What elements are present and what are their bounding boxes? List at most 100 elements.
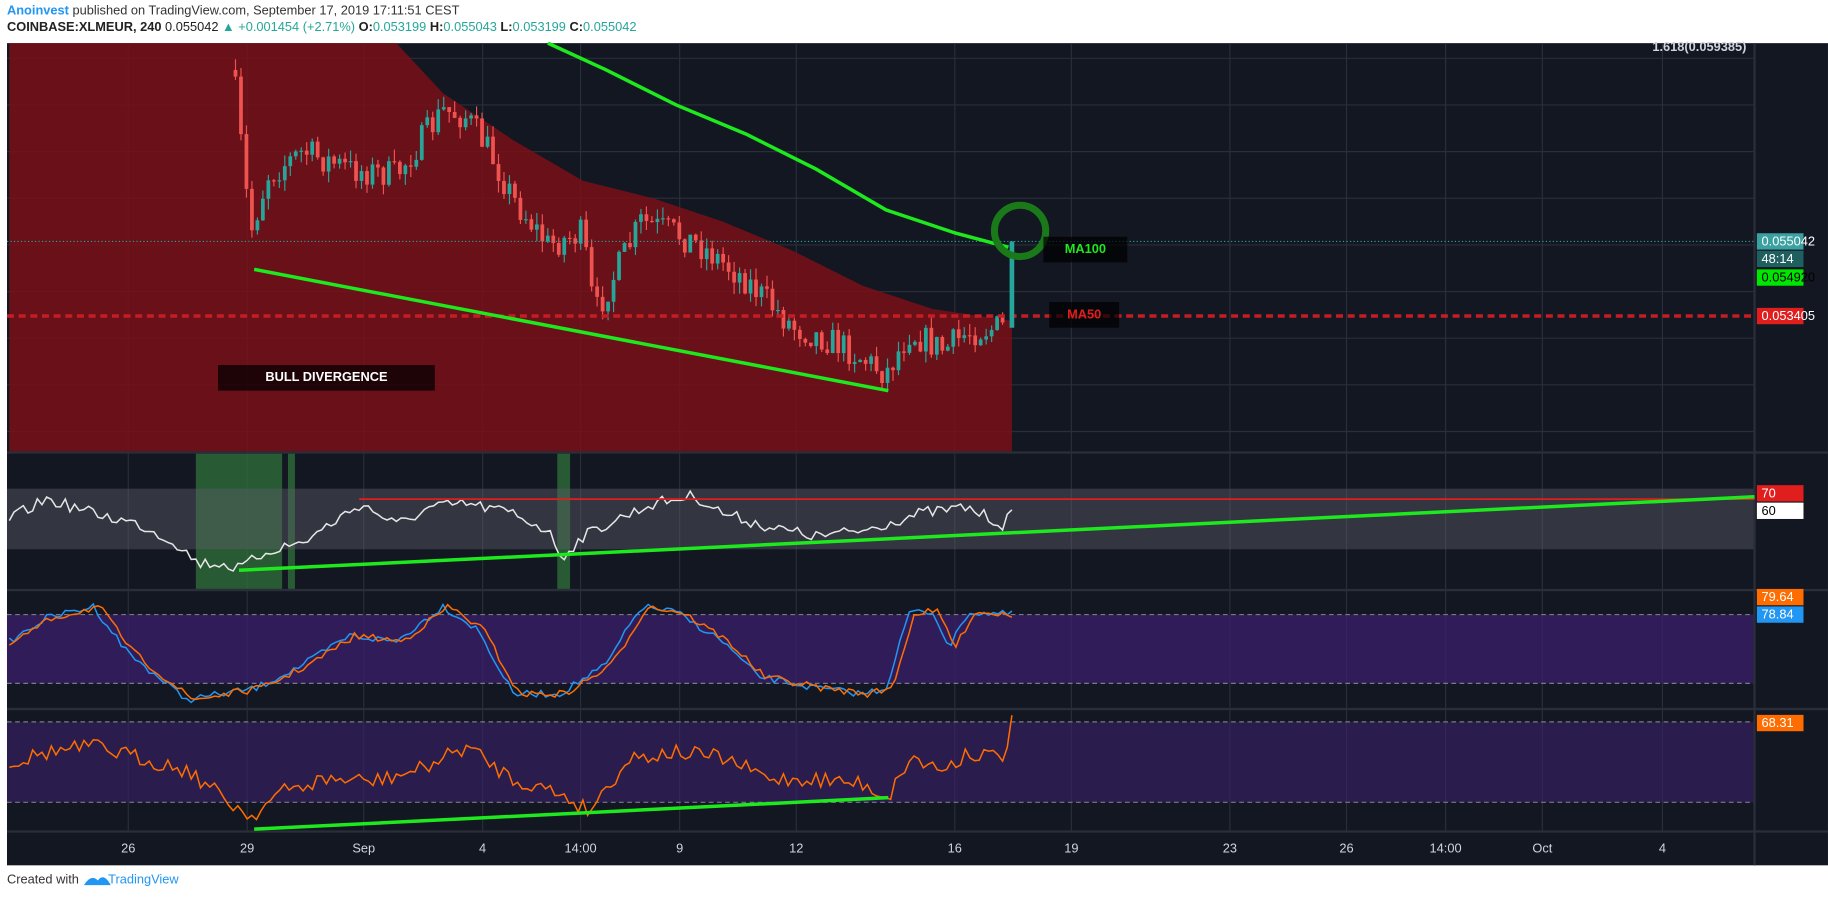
candle <box>732 271 736 283</box>
created: Created with <box>7 872 79 887</box>
label-bg <box>218 365 435 391</box>
osc-band <box>6 721 1755 803</box>
candle <box>754 279 758 298</box>
candle <box>365 171 369 185</box>
price-tag <box>1756 233 1804 250</box>
price-label: 48:14 <box>1762 251 1794 266</box>
candle <box>891 367 895 371</box>
rsi-line <box>8 489 1013 572</box>
candle <box>726 262 731 272</box>
candle <box>913 341 917 345</box>
ohlc-value: 0.053199 <box>373 19 426 34</box>
candle <box>524 219 528 221</box>
candle <box>496 164 501 181</box>
candle <box>978 339 983 346</box>
candle <box>392 161 397 163</box>
candle <box>562 237 567 255</box>
candle <box>644 214 649 221</box>
author: Anoinvest <box>7 3 70 18</box>
time-label: 23 <box>1223 840 1237 855</box>
candle <box>710 248 715 264</box>
time-label: 14:00 <box>1430 840 1462 855</box>
candle <box>951 329 956 347</box>
price-label: 78.84 <box>1762 607 1794 622</box>
candle <box>688 234 693 253</box>
candle <box>924 327 928 352</box>
candle <box>337 158 342 164</box>
candle <box>244 134 249 189</box>
candle <box>315 141 320 158</box>
osc-line <box>9 715 1013 821</box>
circle <box>990 201 1050 261</box>
candle <box>880 371 884 384</box>
candle <box>956 329 961 339</box>
price-tag <box>1756 307 1804 325</box>
time-label: Sep <box>352 840 375 855</box>
price-label: 68.31 <box>1762 715 1794 730</box>
candle <box>765 286 769 289</box>
candle <box>984 336 989 340</box>
candle <box>896 351 901 371</box>
candle <box>918 341 923 352</box>
candle <box>852 361 857 364</box>
time-label: 19 <box>1064 840 1078 855</box>
candle <box>661 218 665 220</box>
candle <box>326 156 331 172</box>
levels <box>6 614 1755 803</box>
price-label: 0.054920 <box>1762 270 1815 285</box>
candle <box>902 351 906 353</box>
candle <box>458 117 463 128</box>
candle <box>797 329 802 339</box>
candle <box>650 220 654 223</box>
candle <box>304 150 309 155</box>
candle <box>288 156 293 167</box>
candle <box>452 112 457 118</box>
candle <box>387 161 391 185</box>
candle <box>743 273 747 294</box>
candle <box>441 107 446 110</box>
symbol: COINBASE:XLMEUR, 240 <box>7 19 161 34</box>
candle <box>480 118 484 147</box>
candle <box>534 224 539 230</box>
annotation: MA50 <box>1067 306 1101 321</box>
candle <box>540 224 545 242</box>
brand: TradingView <box>108 872 179 887</box>
ohlc-key: H: <box>430 19 444 34</box>
candle <box>841 335 846 354</box>
candle <box>655 218 660 223</box>
rsi-trend <box>238 495 1755 573</box>
candle <box>595 286 599 297</box>
candle <box>507 183 512 195</box>
candle <box>436 109 441 133</box>
candle <box>803 338 808 343</box>
candle <box>715 253 720 264</box>
candle <box>545 235 550 242</box>
candle <box>271 180 276 182</box>
candle <box>825 349 830 354</box>
change: ▲ +0.001454 (+2.71%) <box>222 19 355 34</box>
annotation: BULL DIVERGENCE <box>265 369 388 384</box>
candle <box>863 359 868 364</box>
candle <box>233 69 238 77</box>
candle <box>628 243 632 248</box>
separators <box>6 43 1828 866</box>
ohlc-value: 0.053199 <box>513 19 566 34</box>
candle <box>682 239 687 253</box>
candle <box>748 279 753 294</box>
ma50-area <box>9 43 1012 452</box>
candle <box>398 161 402 175</box>
last-price: 0.055042 <box>165 19 218 34</box>
candle <box>299 150 304 152</box>
candle <box>699 240 704 260</box>
candle <box>310 141 315 155</box>
candle <box>633 221 638 248</box>
candle <box>425 117 430 126</box>
stoch-band <box>6 614 1755 684</box>
candle <box>1000 316 1005 323</box>
candle <box>359 171 364 181</box>
candle <box>343 158 347 163</box>
label-bg <box>1043 236 1128 263</box>
candle <box>529 219 534 230</box>
footer-text: Created with TradingView <box>7 872 179 887</box>
candle <box>578 219 583 244</box>
